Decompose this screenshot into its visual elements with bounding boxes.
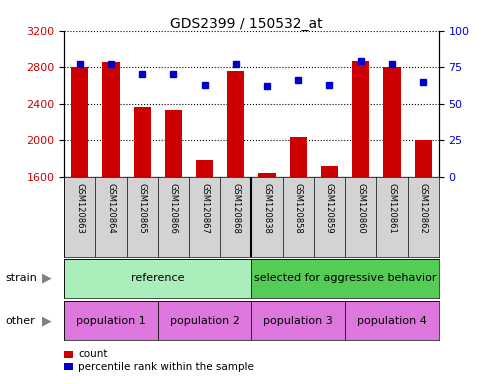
Text: percentile rank within the sample: percentile rank within the sample xyxy=(78,362,254,372)
Text: reference: reference xyxy=(131,273,184,283)
Text: strain: strain xyxy=(5,273,37,283)
Bar xyxy=(103,62,119,323)
Text: GSM120861: GSM120861 xyxy=(387,183,396,234)
Text: GSM120860: GSM120860 xyxy=(356,183,365,234)
Text: GSM120858: GSM120858 xyxy=(294,183,303,234)
Text: GSM120867: GSM120867 xyxy=(200,183,209,234)
Bar xyxy=(64,301,158,340)
Text: ▶: ▶ xyxy=(42,272,52,285)
Text: ▶: ▶ xyxy=(42,314,52,327)
Text: GSM120866: GSM120866 xyxy=(169,183,178,234)
Bar xyxy=(251,301,345,340)
Bar xyxy=(251,259,439,298)
Bar xyxy=(415,140,432,323)
Text: GDS2399 / 150532_at: GDS2399 / 150532_at xyxy=(170,17,323,31)
Text: population 4: population 4 xyxy=(357,316,427,326)
Text: population 2: population 2 xyxy=(170,316,240,326)
Text: GSM120859: GSM120859 xyxy=(325,183,334,234)
Text: GSM120864: GSM120864 xyxy=(106,183,115,234)
Bar xyxy=(227,71,245,323)
Text: other: other xyxy=(5,316,35,326)
Bar xyxy=(384,67,400,323)
Bar xyxy=(321,166,338,323)
Text: GSM120863: GSM120863 xyxy=(75,183,84,234)
Text: GSM120865: GSM120865 xyxy=(138,183,146,234)
Text: population 3: population 3 xyxy=(263,316,333,326)
Bar xyxy=(165,110,182,323)
Text: GSM120862: GSM120862 xyxy=(419,183,427,234)
Text: GSM120868: GSM120868 xyxy=(231,183,240,234)
Bar xyxy=(345,301,439,340)
Text: population 1: population 1 xyxy=(76,316,146,326)
Text: count: count xyxy=(78,349,107,359)
Bar xyxy=(196,160,213,323)
Bar xyxy=(158,301,251,340)
Bar xyxy=(258,173,276,323)
Text: selected for aggressive behavior: selected for aggressive behavior xyxy=(254,273,436,283)
Bar xyxy=(352,61,369,323)
Bar xyxy=(64,259,251,298)
Bar xyxy=(134,107,151,323)
Bar xyxy=(290,137,307,323)
Text: GSM120838: GSM120838 xyxy=(263,183,272,234)
Bar xyxy=(71,67,88,323)
